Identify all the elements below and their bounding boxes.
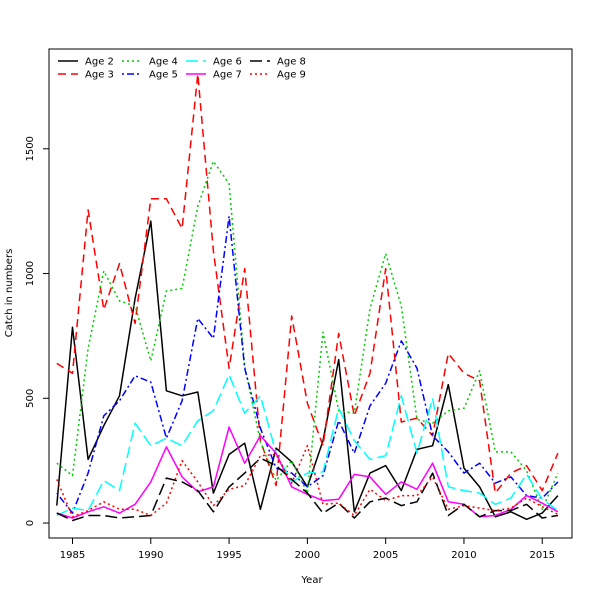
series-line-age-2 [56,220,559,521]
x-tick-label: 2015 [530,550,555,561]
series-line-age-6 [56,373,559,517]
y-axis-title: Catch in numbers [4,249,15,338]
x-tick-label: 1990 [138,550,163,561]
x-tick-label: 2005 [373,550,398,561]
legend-label: Age 5 [149,70,178,81]
legend-label: Age 8 [277,57,306,68]
x-tick-label: 2010 [451,550,476,561]
y-axis: 0 500 1000 1500 [25,136,50,526]
legend: Age 2 Age 3 Age 4 Age 5 Age 6 Age 7 Age 8 Age 9 [58,57,306,81]
x-tick-label: 2000 [295,550,320,561]
legend-label: Age 2 [85,57,114,68]
plot-box [48,48,573,539]
series-layer [56,73,559,522]
legend-label: Age 4 [149,57,178,68]
legend-label: Age 3 [85,70,114,81]
legend-label: Age 7 [213,70,242,81]
y-tick-label: 500 [25,389,36,408]
series-line-age-4 [56,160,559,511]
legend-label: Age 6 [213,57,242,68]
series-line-age-5 [56,215,559,514]
y-tick-label: 0 [25,520,36,526]
x-tick-label: 1995 [216,550,241,561]
series-line-age-3 [56,73,559,494]
x-tick-label: 1985 [60,550,85,561]
legend-label: Age 9 [277,70,306,81]
series-line-age-9 [56,444,559,518]
y-tick-label: 1000 [25,261,36,286]
x-axis: 1985 1990 1995 2000 2005 2010 2015 [60,537,555,561]
series-line-age-8 [56,457,559,522]
x-axis-title: Year [300,575,323,586]
y-tick-label: 1500 [25,136,36,161]
